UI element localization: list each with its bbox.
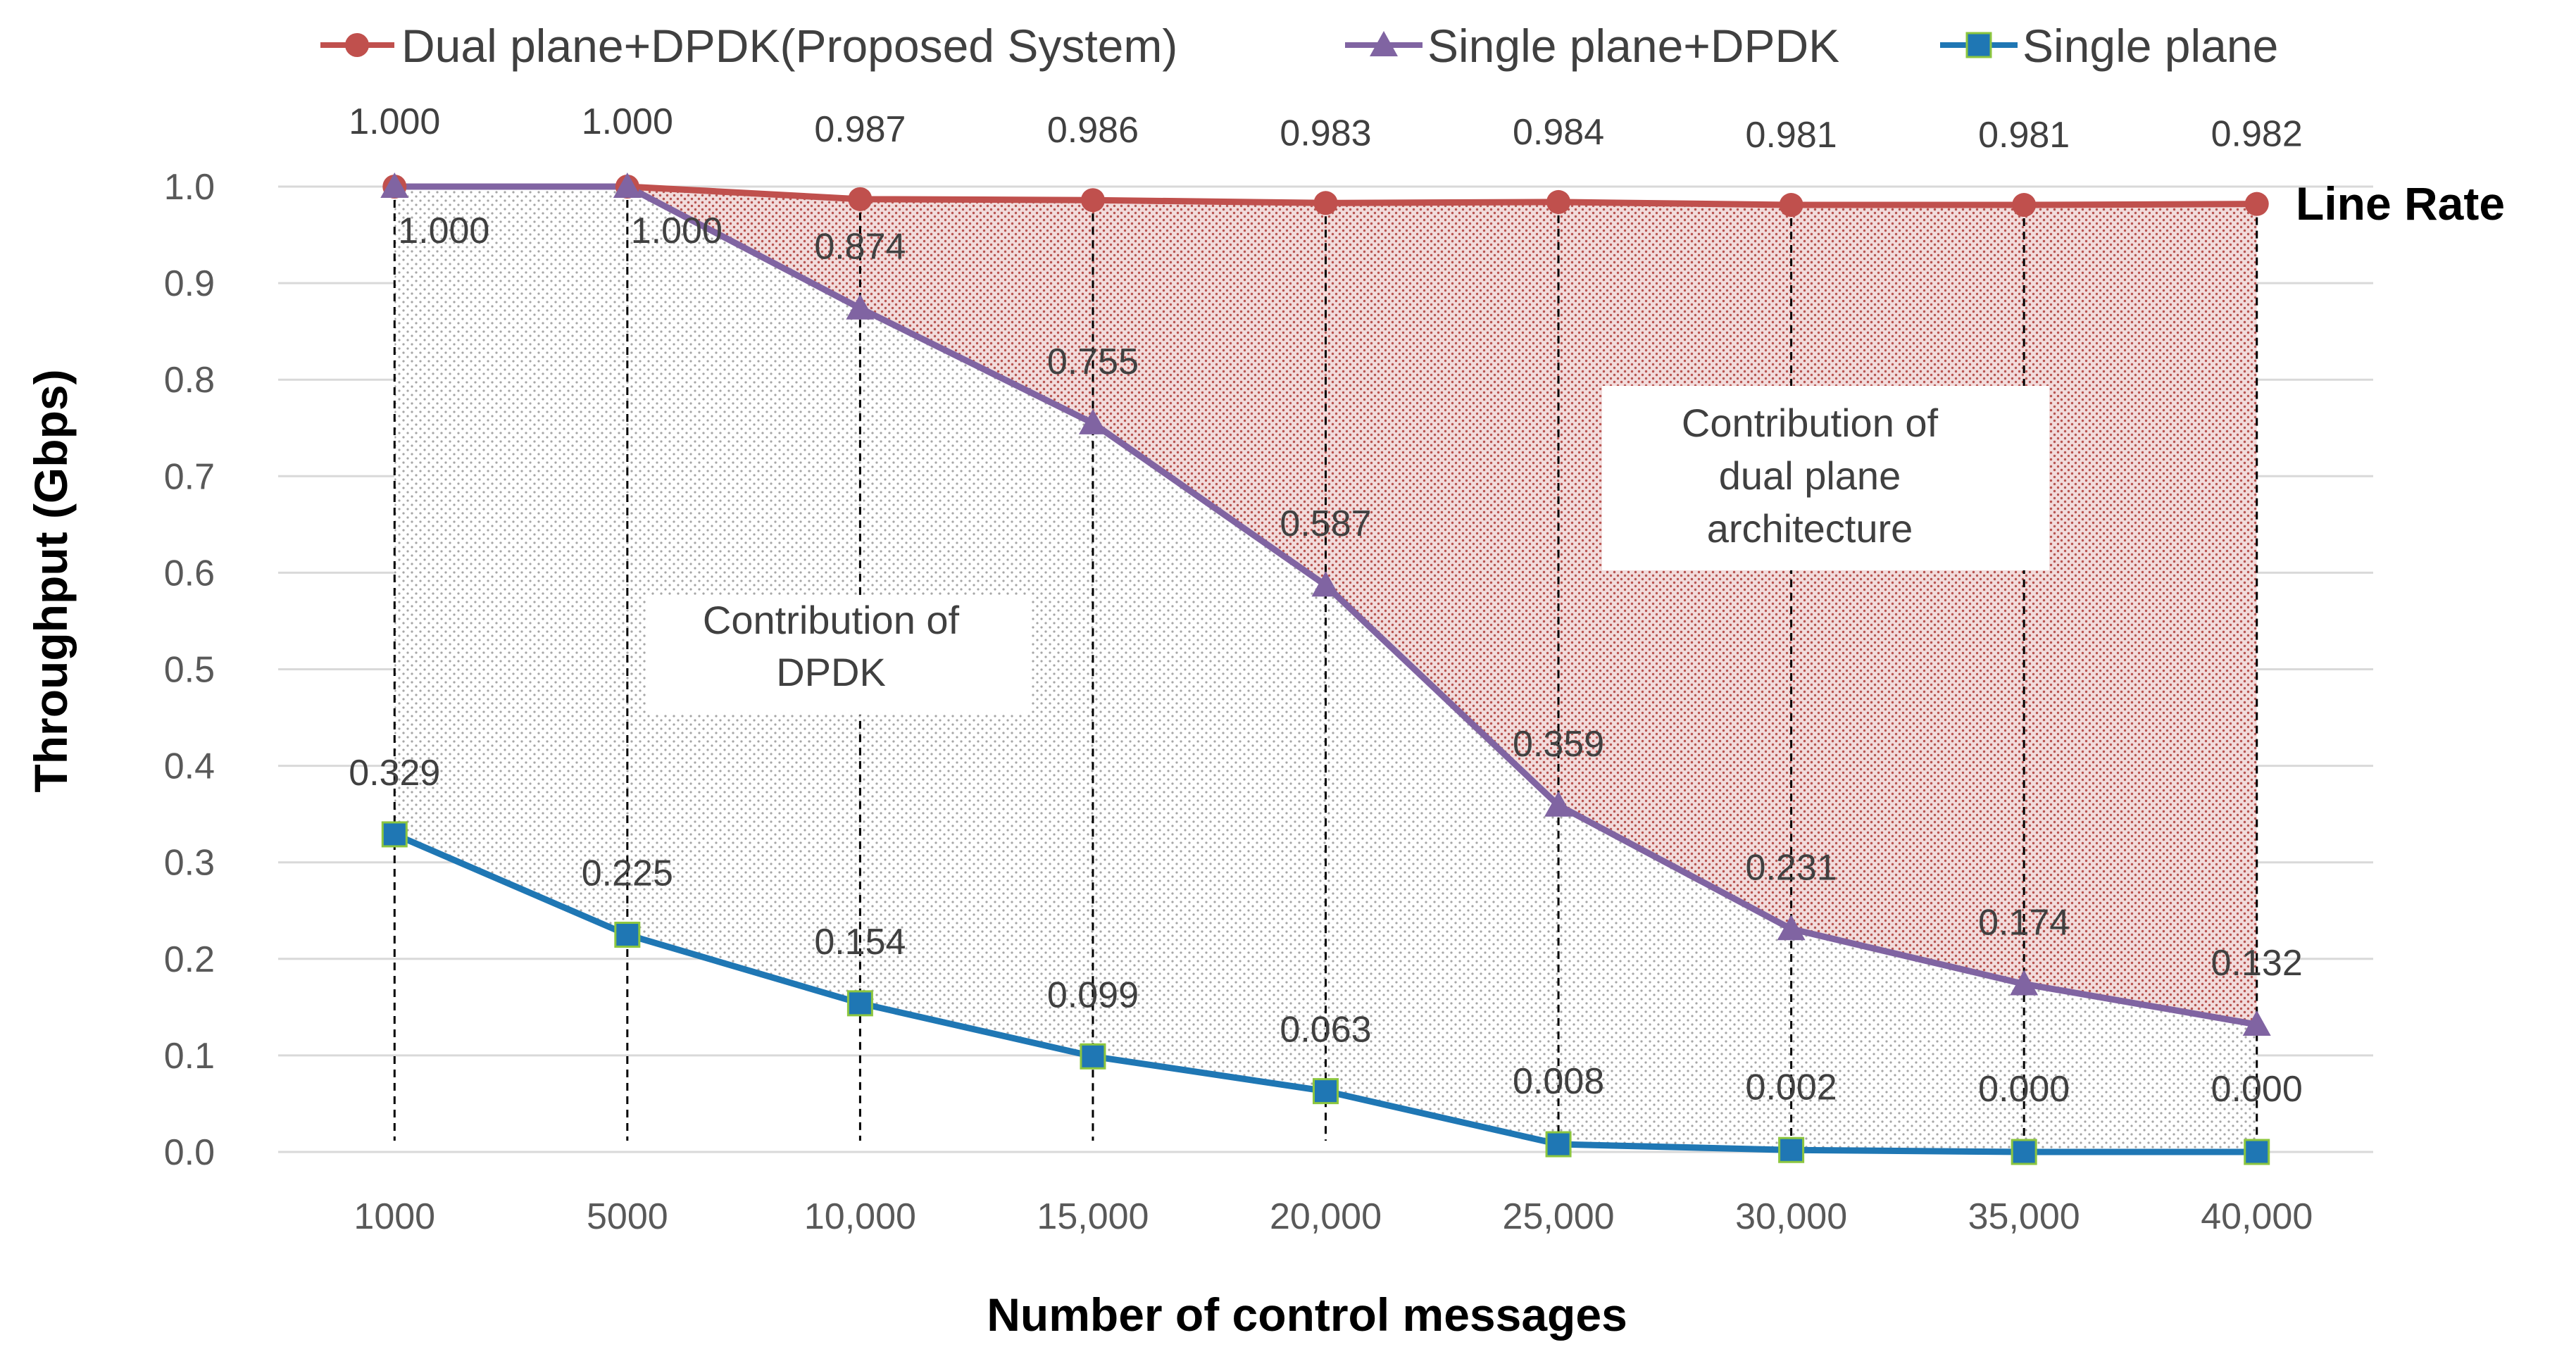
y-tick-label: 0.7 [164, 456, 215, 497]
y-tick-label: 0.0 [164, 1132, 215, 1173]
marker-square [1545, 1131, 1572, 1158]
data-label: 0.063 [1280, 1010, 1371, 1051]
y-axis-title: Throughput (Gbps) [25, 369, 77, 792]
x-axis-title: Number of control messages [987, 1289, 1627, 1341]
data-label: 0.981 [1746, 115, 1837, 156]
data-label: 0.359 [1513, 724, 1604, 765]
data-label: 0.225 [582, 853, 673, 894]
x-tick-label: 5000 [587, 1196, 668, 1237]
line-rate-label: Line Rate [2296, 177, 2505, 230]
data-label: 0.000 [1978, 1069, 2070, 1110]
marker-triangle [1078, 408, 1107, 434]
data-label: 0.981 [1978, 115, 2070, 156]
marker-square [614, 922, 641, 948]
marker-triangle [2242, 1010, 2271, 1036]
data-label: 0.329 [349, 753, 440, 794]
marker-triangle [1777, 915, 1806, 941]
x-tick-label: 1000 [354, 1196, 435, 1237]
y-tick-label: 0.3 [164, 843, 215, 884]
marker-square [1080, 1043, 1106, 1070]
legend-marker-square [1965, 32, 1992, 58]
data-label: 1.000 [631, 211, 723, 251]
y-tick-label: 0.2 [164, 939, 215, 980]
legend-label-single-plane: Single plane [2022, 20, 2278, 72]
marker-square [2244, 1139, 2270, 1165]
marker-square [1778, 1136, 1805, 1163]
marker-triangle [2010, 970, 2039, 996]
annotation-dual-line3: architecture [1707, 506, 1913, 551]
legend-item-single-plane: Single plane [1940, 20, 2278, 72]
data-label: 0.755 [1047, 342, 1139, 382]
marker-square [1313, 1078, 1339, 1105]
marker-circle [1546, 189, 1571, 214]
y-tick-label: 0.5 [164, 650, 215, 691]
legend-item-dual-plane: Dual plane+DPDK(Proposed System) [320, 20, 1177, 72]
legend-marker-triangle [1370, 31, 1398, 56]
legend-marker-circle [345, 33, 369, 57]
marker-circle [2244, 192, 2269, 216]
data-label: 0.983 [1280, 113, 1371, 153]
y-tick-label: 0.6 [164, 553, 215, 594]
data-label: 0.099 [1047, 975, 1139, 1015]
annotation-dpdk-line1: Contribution of [703, 598, 960, 642]
data-label: 0.002 [1746, 1067, 1837, 1108]
annotation-dpdk: Contribution of DPDK [646, 595, 1030, 715]
data-label: 0.008 [1513, 1061, 1604, 1102]
x-tick-label: 40,000 [2201, 1196, 2313, 1237]
data-label: 1.000 [398, 211, 489, 251]
data-label: 0.174 [1978, 902, 2070, 943]
marker-triangle [1544, 791, 1573, 817]
marker-circle [1313, 191, 1338, 215]
marker-square [381, 821, 408, 848]
marker-circle [1080, 188, 1105, 213]
x-tick-label: 15,000 [1037, 1196, 1149, 1237]
data-label: 0.132 [2211, 943, 2303, 984]
data-label: 0.986 [1047, 110, 1139, 151]
y-tick-label: 0.9 [164, 263, 215, 304]
marker-circle [2012, 193, 2037, 218]
legend: Dual plane+DPDK(Proposed System) Single … [320, 20, 2278, 72]
y-tick-label: 1.0 [164, 167, 215, 208]
legend-item-single-plane-dpdk: Single plane+DPDK [1345, 20, 1839, 72]
y-tick-label: 0.8 [164, 360, 215, 401]
y-tick-label: 0.4 [164, 746, 215, 787]
data-label: 1.000 [582, 101, 673, 142]
data-label: 0.984 [1513, 112, 1604, 153]
marker-circle [1779, 193, 1803, 218]
data-label: 0.987 [814, 109, 906, 150]
series-markers [380, 173, 2271, 1165]
marker-circle [848, 187, 873, 211]
annotation-dual-line1: Contribution of [1682, 401, 1939, 445]
legend-label-dual-plane: Dual plane+DPDK(Proposed System) [401, 20, 1177, 72]
x-tick-label: 20,000 [1270, 1196, 1382, 1237]
x-tick-label: 30,000 [1735, 1196, 1847, 1237]
data-label: 0.154 [814, 922, 906, 963]
annotation-dual-line2: dual plane [1719, 453, 1901, 498]
y-tick-label: 0.1 [164, 1036, 215, 1077]
annotation-dual-plane: Contribution of dual plane architecture [1602, 386, 2049, 570]
marker-triangle [380, 173, 409, 198]
annotation-dpdk-line2: DPDK [776, 650, 886, 694]
marker-triangle [1311, 571, 1340, 597]
data-label: 0.231 [1746, 847, 1837, 888]
data-label: 0.874 [814, 227, 906, 268]
marker-square [846, 990, 873, 1017]
marker-triangle [613, 173, 642, 198]
data-label: 0.982 [2211, 114, 2303, 155]
data-labels: 1.000 1.000 0.987 0.986 0.983 0.984 0.981 0.981… [349, 101, 2303, 1110]
data-label: 1.000 [349, 101, 440, 142]
marker-triangle [846, 294, 875, 320]
marker-square [2011, 1139, 2037, 1165]
axes: 0.0 0.1 0.2 0.3 0.4 0.5 0.6 0.7 0.8 0.9 1.0 1000 500… [164, 167, 2313, 1237]
data-label: 0.587 [1280, 503, 1371, 544]
x-tick-label: 10,000 [804, 1196, 916, 1237]
x-tick-label: 35,000 [1968, 1196, 2080, 1237]
data-label: 0.000 [2211, 1069, 2303, 1110]
legend-label-single-plane-dpdk: Single plane+DPDK [1427, 20, 1839, 72]
x-tick-label: 25,000 [1503, 1196, 1615, 1237]
